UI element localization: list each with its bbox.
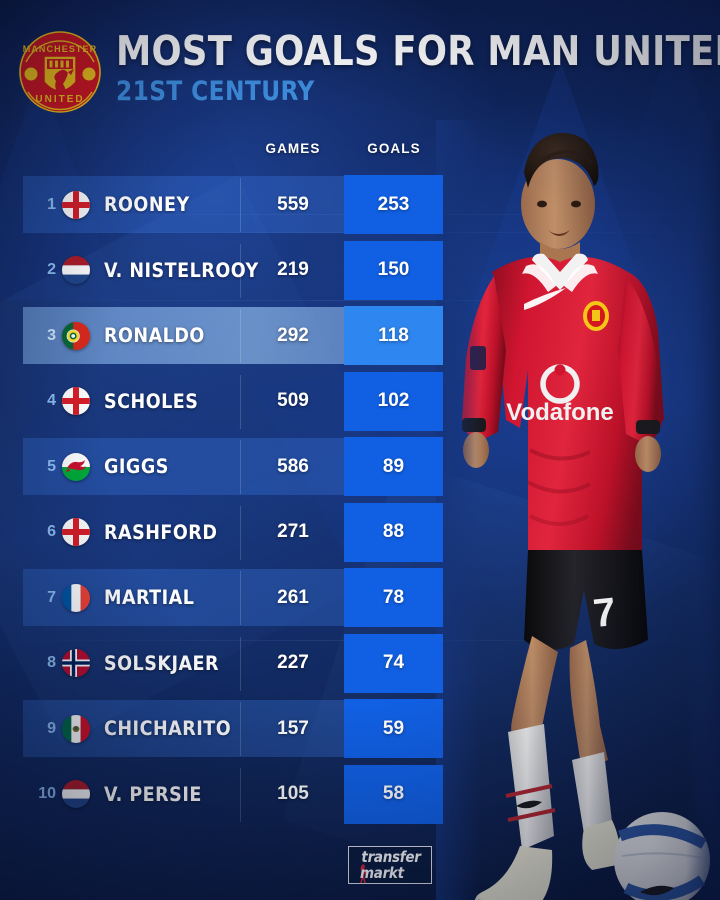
goals-cell: 58 <box>344 764 443 824</box>
goals-value: 253 <box>377 193 410 215</box>
games-value: 586 <box>277 455 309 477</box>
goals-cell: 118 <box>344 306 443 365</box>
player-name: GIGGS <box>104 455 169 479</box>
goals-cell: 150 <box>344 240 443 300</box>
games-value: 559 <box>277 193 309 215</box>
rank-number: 5 <box>47 457 56 475</box>
england-flag-icon <box>62 190 90 219</box>
page-subtitle: 21ST CENTURY <box>116 76 315 107</box>
goals-value: 102 <box>377 390 410 411</box>
table-row[interactable]: 3 RONALDO 292 118 <box>0 303 460 369</box>
rank-number: 4 <box>47 392 56 410</box>
column-divider <box>240 440 241 494</box>
header: MANCHESTER UNITED MOST GOALS FOR MAN UNI… <box>0 0 720 130</box>
table-row[interactable]: 9 CHICHARITO 157 59 <box>0 696 460 762</box>
goals-cell: 88 <box>344 502 443 562</box>
goals-value: 118 <box>378 324 409 346</box>
goals-value: 59 <box>382 717 405 739</box>
rank-number: 9 <box>47 719 56 737</box>
rank-number: 6 <box>47 523 56 541</box>
rank-number: 1 <box>47 195 56 213</box>
transfermarkt-logo-line2: markt <box>360 864 404 882</box>
table-row[interactable]: 1 ROONEY 559 253 <box>0 172 460 238</box>
player-name: MARTIAL <box>104 586 195 610</box>
player-name: V. NISTELROOY <box>104 258 259 282</box>
table-row[interactable]: 10 V. PERSIE 105 58 <box>0 762 460 828</box>
games-value: 105 <box>277 783 309 805</box>
column-divider <box>240 636 241 691</box>
column-divider <box>240 767 241 822</box>
games-value: 271 <box>277 521 309 543</box>
rank-number: 7 <box>47 588 56 606</box>
goals-value: 88 <box>382 521 405 542</box>
table-row[interactable]: 6 RASHFORD 271 88 <box>0 500 460 566</box>
wales-flag-icon <box>62 452 90 481</box>
goals-value: 78 <box>382 586 405 608</box>
page-title: MOST GOALS FOR MAN UNITED <box>116 27 720 75</box>
column-divider <box>240 505 241 560</box>
player-name: SOLSKJAER <box>104 651 220 675</box>
svg-text:UNITED: UNITED <box>35 94 84 105</box>
column-divider <box>240 571 241 625</box>
goals-value: 150 <box>377 259 410 280</box>
player-name: RONALDO <box>104 324 205 348</box>
player-name: SCHOLES <box>104 389 199 413</box>
goals-cell: 74 <box>344 633 443 693</box>
rank-number: 8 <box>47 654 56 672</box>
player-name: ROONEY <box>104 193 190 217</box>
column-header-games: GAMES <box>265 141 321 156</box>
column-divider <box>240 243 241 298</box>
france-flag-icon <box>62 583 90 612</box>
column-divider <box>240 702 241 756</box>
games-value: 261 <box>277 586 309 608</box>
title-block: MOST GOALS FOR MAN UNITED 21ST CENTURY <box>116 28 720 108</box>
table-row[interactable]: 2 V. NISTELROOY 219 150 <box>0 238 460 304</box>
portugal-flag-icon <box>62 321 90 350</box>
column-header-goals: GOALS <box>367 141 421 156</box>
england-flag-icon <box>62 518 90 547</box>
player-name: CHICHARITO <box>104 717 232 741</box>
goals-cell: 59 <box>344 699 443 758</box>
column-divider <box>240 309 241 363</box>
goals-value: 89 <box>382 455 405 477</box>
rank-number: 10 <box>38 785 56 803</box>
games-value: 219 <box>277 259 309 281</box>
player-name: V. PERSIE <box>104 782 202 806</box>
mexico-flag-icon <box>62 714 90 743</box>
table-row[interactable]: 4 SCHOLES 509 102 <box>0 369 460 435</box>
ranking-table: 1 ROONEY 559 253 2 V. NISTELROOY 219 150 3 RONALD… <box>0 172 460 827</box>
svg-text:MANCHESTER: MANCHESTER <box>23 44 98 54</box>
column-divider <box>240 374 241 429</box>
player-name: RASHFORD <box>104 520 218 544</box>
games-value: 157 <box>277 717 309 739</box>
netherlands-flag-icon <box>62 780 90 809</box>
column-divider <box>240 178 241 232</box>
rank-number: 2 <box>47 261 56 279</box>
cristiano-ronaldo-photo: Vodafone 7 <box>436 120 720 900</box>
games-value: 292 <box>277 324 309 346</box>
manchester-united-crest-icon: MANCHESTER UNITED <box>18 26 102 118</box>
rank-number: 3 <box>47 326 56 344</box>
transfermarkt-logo: transfer markt <box>348 846 432 884</box>
norway-flag-icon <box>62 649 90 678</box>
netherlands-flag-icon <box>62 256 90 285</box>
goals-cell: 253 <box>344 175 443 234</box>
table-row[interactable]: 8 SOLSKJAER 227 74 <box>0 631 460 697</box>
table-row[interactable]: 7 MARTIAL 261 78 <box>0 565 460 631</box>
games-value: 227 <box>277 652 309 674</box>
goals-cell: 102 <box>344 371 443 431</box>
goals-cell: 78 <box>344 568 443 627</box>
games-value: 509 <box>277 390 309 412</box>
goals-value: 74 <box>382 652 405 673</box>
table-row[interactable]: 5 GIGGS 586 89 <box>0 434 460 500</box>
england-flag-icon <box>62 387 90 416</box>
goals-cell: 89 <box>344 437 443 496</box>
goals-value: 58 <box>382 783 405 804</box>
